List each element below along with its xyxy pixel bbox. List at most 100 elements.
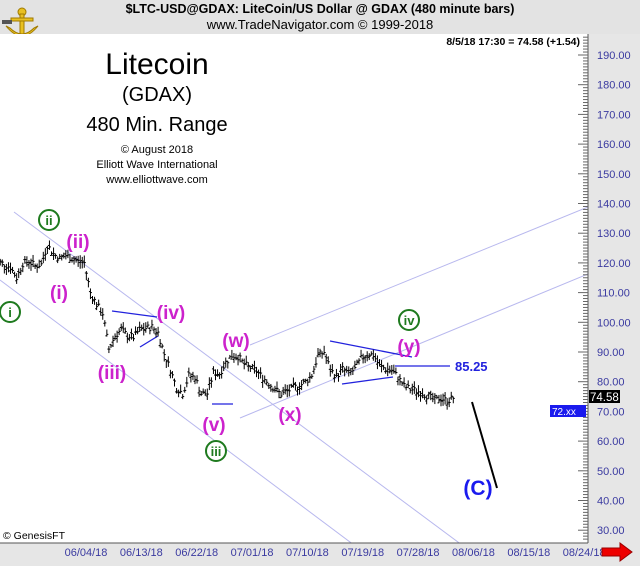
price-bar — [78, 255, 82, 269]
price-bar — [224, 357, 228, 368]
price-bar — [129, 328, 133, 340]
y-tick-label: 160.00 — [597, 139, 631, 151]
price-bar — [127, 334, 131, 342]
price-bar — [330, 363, 334, 374]
price-bar — [29, 258, 33, 271]
price-bar — [132, 333, 135, 342]
price-bar — [289, 383, 293, 388]
price-bar — [95, 302, 99, 311]
price-bar — [35, 263, 39, 273]
price-bar — [445, 398, 449, 410]
price-bar — [218, 372, 222, 380]
price-bar — [234, 353, 238, 361]
price-bar — [425, 395, 429, 405]
price-bar — [408, 388, 412, 394]
price-bar — [365, 351, 369, 362]
chart-title: Litecoin — [105, 48, 209, 81]
x-tick-label: 08/24/18 — [563, 547, 606, 559]
minor-wave-label: (ii) — [66, 232, 89, 253]
price-bar — [402, 377, 406, 388]
price-bar — [347, 366, 351, 377]
price-bar — [433, 393, 437, 405]
price-bar — [191, 371, 195, 381]
price-bar — [363, 355, 367, 364]
price-bar — [412, 381, 416, 394]
price-bar — [166, 356, 170, 367]
price-bar — [404, 384, 408, 391]
minor-wave-label: (x) — [278, 405, 301, 426]
price-bar — [195, 375, 199, 384]
price-bar — [185, 376, 189, 388]
price-bar — [355, 359, 359, 366]
price-bar — [121, 322, 125, 333]
price-bar — [76, 255, 80, 267]
y-tick-label: 150.00 — [597, 169, 631, 181]
price-bar — [316, 347, 320, 358]
date-label: © August 2018 — [120, 144, 194, 156]
price-bar — [326, 356, 330, 365]
price-bar — [209, 377, 213, 388]
price-bar — [421, 388, 425, 399]
price-bar — [33, 263, 37, 269]
plot-area — [0, 34, 588, 543]
price-bar — [23, 256, 27, 264]
x-tick-label: 07/19/18 — [341, 547, 384, 559]
price-bar — [220, 366, 224, 379]
price-bar — [144, 322, 148, 333]
price-bar — [47, 240, 51, 250]
price-bar — [160, 343, 164, 349]
y-tick-label: 90.00 — [597, 347, 625, 359]
price-bar — [189, 373, 193, 383]
price-bar — [150, 319, 154, 330]
price-bar — [281, 386, 285, 396]
price-bar — [175, 388, 179, 394]
price-bar — [230, 349, 234, 360]
price-bar — [138, 321, 142, 333]
price-bar — [357, 358, 361, 365]
price-bar — [328, 364, 332, 377]
price-bar — [109, 343, 113, 348]
price-bar — [351, 366, 355, 375]
plot-group — [0, 206, 588, 543]
price-bar — [298, 382, 302, 395]
price-bar — [451, 396, 455, 404]
price-bar — [214, 369, 217, 381]
price-bar — [277, 388, 281, 399]
price-bar — [443, 392, 447, 405]
price-bar — [115, 330, 119, 343]
y-tick-label: 120.00 — [597, 258, 631, 270]
exchange-label: (GDAX) — [122, 84, 192, 106]
price-bar — [113, 333, 117, 341]
scroll-right-arrow-icon[interactable] — [601, 542, 633, 562]
price-bar — [177, 389, 181, 398]
triangle-y-upper — [329, 340, 413, 358]
price-bar — [257, 369, 261, 380]
price-bar — [394, 367, 398, 375]
price-bar — [27, 260, 31, 269]
price-bar — [291, 377, 295, 388]
price-bar — [252, 360, 256, 374]
up-channel-line-upper — [249, 206, 588, 346]
price-bar — [306, 378, 310, 387]
major-wave-iii: iii — [211, 444, 222, 459]
price-bar — [111, 335, 115, 348]
price-bar — [367, 353, 371, 361]
price-bar — [158, 338, 162, 348]
price-bar — [382, 364, 386, 371]
price-bar — [386, 362, 390, 377]
price-bar — [97, 299, 101, 307]
last-price-label: 74.58 — [590, 392, 619, 404]
major-wave-iv-circle — [398, 309, 420, 331]
price-bar — [17, 268, 21, 279]
price-bar — [437, 394, 441, 404]
x-tick-label: 06/22/18 — [175, 547, 218, 559]
price-bar — [80, 256, 84, 269]
major-wave-ii: ii — [45, 213, 52, 228]
price-bar — [400, 381, 404, 387]
y-tick-label: 180.00 — [597, 80, 631, 92]
minor-wave-label: (y) — [397, 337, 420, 358]
price-bar — [156, 326, 160, 337]
price-bar — [170, 371, 174, 379]
x-tick-label: 07/10/18 — [286, 547, 329, 559]
